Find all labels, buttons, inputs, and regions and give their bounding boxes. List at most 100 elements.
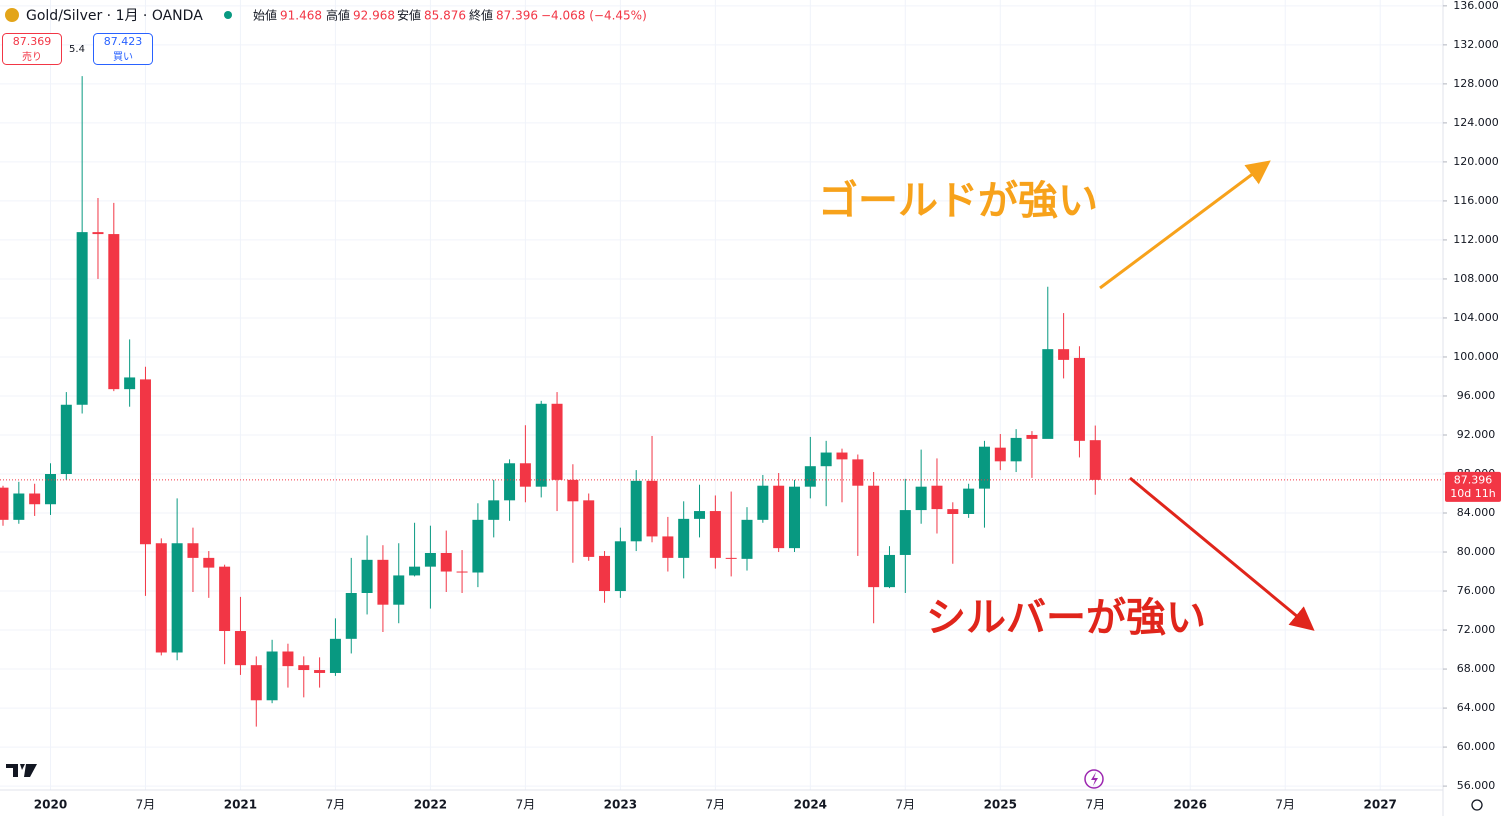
y-tick-label: 84.000 (1457, 506, 1496, 519)
candle-body (978, 446, 990, 489)
candle-body (108, 234, 120, 390)
candle-body (852, 459, 864, 486)
y-tick-label: 96.000 (1457, 389, 1496, 402)
candle-body (219, 566, 231, 632)
x-tick-label: 2020 (34, 798, 67, 812)
candle-body (203, 557, 215, 568)
up-arrow (1099, 160, 1271, 290)
candle-body (488, 500, 500, 520)
y-tick-label: 112.000 (1453, 233, 1499, 246)
sell-button[interactable] (2, 33, 62, 65)
y-tick-label: 100.000 (1453, 350, 1499, 363)
y-tick-label: 60.000 (1457, 740, 1496, 753)
candle-body (44, 474, 56, 505)
candle-body (329, 638, 341, 673)
sell-label: 売り (22, 50, 42, 63)
x-tick-label: 7月 (895, 798, 915, 812)
candle-body (709, 511, 721, 558)
event-icon[interactable] (1084, 769, 1104, 789)
y-tick-label: 116.000 (1453, 194, 1499, 207)
candle-body (741, 519, 753, 559)
grid (0, 0, 1443, 790)
candle-body (1010, 437, 1022, 462)
candle-body (678, 518, 690, 558)
y-tick-label: 72.000 (1457, 623, 1496, 636)
x-tick-label: 2024 (794, 798, 827, 812)
close-label: 終値 (469, 8, 493, 23)
symbol[interactable]: Gold/Silver · 1月 · OANDA (26, 8, 203, 24)
y-tick-label: 108.000 (1453, 272, 1499, 285)
candle-body (599, 555, 611, 592)
candle-body (282, 651, 294, 667)
high-label: 高値 (326, 8, 350, 23)
candle-body (994, 447, 1006, 462)
y-tick-label: 104.000 (1453, 311, 1499, 324)
candle-body (535, 403, 547, 487)
candle-body (630, 480, 642, 542)
candle-body (504, 463, 516, 501)
close-value: 87.396 (496, 9, 538, 23)
candle-body (646, 480, 658, 537)
candle-body (519, 463, 531, 487)
x-tick-label: 7月 (706, 798, 726, 812)
low-value: 85.876 (424, 9, 466, 23)
candle-body (868, 485, 880, 588)
candle-body (0, 487, 9, 520)
candle-body (551, 403, 563, 480)
candle-body (60, 404, 72, 474)
candle-body (139, 379, 151, 545)
symbol-icon (5, 8, 19, 22)
candle-body (155, 543, 167, 653)
candle-body (250, 665, 262, 701)
candle-body (92, 232, 104, 235)
x-tick-label: 2027 (1364, 798, 1397, 812)
y-tick-label: 128.000 (1453, 77, 1499, 90)
candle-body (947, 509, 959, 514)
tv-logo[interactable] (6, 764, 37, 777)
candle-body (409, 566, 421, 576)
candle-body (583, 500, 595, 557)
candle-body (614, 541, 626, 592)
candle-body (883, 554, 895, 588)
x-tick-label: 7月 (1085, 798, 1105, 812)
x-tick-label: 7月 (326, 798, 346, 812)
candle-body (836, 452, 848, 460)
candle-body (567, 479, 579, 502)
candle-body (931, 485, 943, 510)
candle-body (899, 510, 911, 555)
y-tick-label: 92.000 (1457, 428, 1496, 441)
x-tick-label: 2023 (604, 798, 637, 812)
y-tick-label: 132.000 (1453, 38, 1499, 51)
y-tick-label: 68.000 (1457, 662, 1496, 675)
buy-button[interactable] (93, 33, 153, 65)
y-tick-label: 76.000 (1457, 584, 1496, 597)
candle-body (314, 670, 326, 673)
buy-label: 買い (113, 51, 133, 63)
down-arrow (1129, 476, 1315, 631)
candle-body (424, 553, 436, 567)
annotation: ゴールドが強い (818, 178, 1098, 224)
high-value: 92.968 (353, 9, 395, 23)
candle-body (1042, 349, 1054, 439)
status-dot (224, 11, 232, 19)
candle-body (345, 592, 357, 639)
candle-body (1073, 357, 1085, 441)
x-tick-label: 7月 (1275, 798, 1295, 812)
buy-price: 87.423 (104, 35, 143, 48)
settings-icon[interactable] (1471, 799, 1483, 811)
candle-body (440, 553, 452, 572)
candle-body (662, 536, 674, 558)
candle-body (1089, 440, 1101, 480)
candle-body (773, 485, 785, 549)
candle-body (124, 377, 136, 390)
candle-body (456, 571, 468, 573)
y-tick-label: 120.000 (1453, 155, 1499, 168)
y-tick-label: 136.000 (1453, 0, 1499, 12)
x-tick-label: 2026 (1174, 798, 1207, 812)
candle-body (915, 486, 927, 511)
candle-body (1058, 349, 1070, 360)
y-tick-label: 124.000 (1453, 116, 1499, 129)
candle-body (963, 488, 975, 514)
candle-body (361, 559, 373, 593)
